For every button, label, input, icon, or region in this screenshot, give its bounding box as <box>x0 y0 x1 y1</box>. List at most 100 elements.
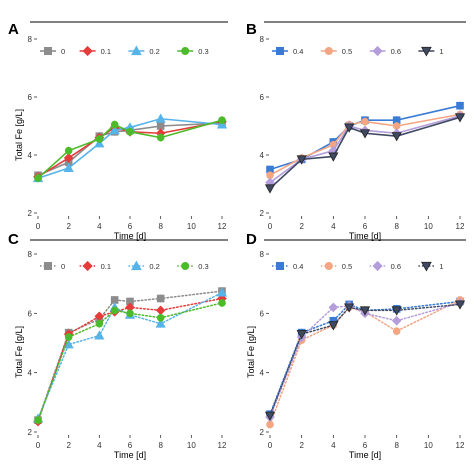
y-tick-label: 6 <box>260 309 265 318</box>
legend-label: 0.5 <box>342 262 352 271</box>
y-tick-label: 4 <box>260 151 265 160</box>
x-tick-label: 0 <box>268 441 273 450</box>
legend-swatch-marker <box>373 262 382 271</box>
y-tick-label: 4 <box>260 369 265 378</box>
x-tick-label: 10 <box>187 441 196 450</box>
data-point <box>157 314 164 321</box>
panel-letter: C <box>8 231 19 248</box>
legend-entry: 0.6 <box>370 47 401 57</box>
x-tick-label: 2 <box>299 441 304 450</box>
x-tick-label: 2 <box>299 222 304 231</box>
x-tick-label: 2 <box>66 222 71 231</box>
y-tick-label: 2 <box>260 209 265 218</box>
x-tick-label: 12 <box>218 222 227 231</box>
legend-label: 0.6 <box>391 262 401 271</box>
legend-label: 0 <box>61 47 65 56</box>
data-point <box>267 172 274 179</box>
x-tick-label: 10 <box>424 441 433 450</box>
legend-swatch-marker <box>373 47 382 56</box>
y-tick-label: 4 <box>28 151 33 160</box>
legend-entry: 1 <box>418 262 443 271</box>
legend-swatch-marker <box>325 47 332 54</box>
x-tick-label: 0 <box>36 222 41 231</box>
y-tick-label: 2 <box>260 428 265 437</box>
data-point <box>157 295 164 302</box>
data-point <box>96 320 103 327</box>
data-point <box>111 121 118 128</box>
x-axis-label: Time [d] <box>114 450 146 460</box>
data-point <box>266 185 275 193</box>
legend-label: 0.1 <box>101 47 111 56</box>
x-tick-label: 12 <box>456 222 465 231</box>
legend-label: 1 <box>439 47 443 56</box>
x-tick-label: 2 <box>66 441 71 450</box>
data-point <box>65 334 72 341</box>
legend-entry: 0.2 <box>128 46 159 56</box>
legend-swatch-marker <box>276 262 283 269</box>
x-tick-label: 4 <box>331 222 336 231</box>
y-tick-label: 6 <box>260 93 265 102</box>
legend-swatch-marker <box>44 47 51 54</box>
legend-entry: 0.4 <box>272 262 303 271</box>
x-tick-label: 12 <box>456 441 465 450</box>
series-1 <box>266 300 465 420</box>
legend-label: 0.4 <box>293 262 303 271</box>
series-line <box>270 301 460 414</box>
y-tick-label: 2 <box>28 428 33 437</box>
panel-letter: D <box>246 231 257 248</box>
y-tick-label: 8 <box>260 250 265 259</box>
legend-label: 0.1 <box>101 262 111 271</box>
data-point <box>362 118 369 125</box>
data-point <box>127 128 134 135</box>
data-point <box>156 306 165 315</box>
x-tick-label: 6 <box>363 441 368 450</box>
x-tick-label: 6 <box>363 222 368 231</box>
panel-letter: B <box>246 21 257 38</box>
x-tick-label: 8 <box>394 441 399 450</box>
legend-swatch-marker <box>182 262 189 269</box>
series-line <box>270 303 460 417</box>
legend-label: 1 <box>439 262 443 271</box>
legend-swatch-marker <box>44 262 51 269</box>
x-tick-label: 0 <box>268 222 273 231</box>
y-tick-label: 6 <box>28 93 33 102</box>
series-line <box>38 303 222 420</box>
legend-label: 0.3 <box>198 262 208 271</box>
x-tick-label: 6 <box>128 222 133 231</box>
data-point <box>219 117 226 124</box>
data-point <box>457 102 464 109</box>
legend-swatch-marker <box>83 262 92 271</box>
legend-entry: 0.4 <box>272 47 303 56</box>
x-tick-label: 8 <box>158 222 163 231</box>
y-axis-label: Total Fe [g/L] <box>246 326 256 378</box>
data-point <box>96 136 103 143</box>
data-point <box>393 328 400 335</box>
legend-entry: 0.6 <box>370 262 401 272</box>
x-tick-label: 4 <box>331 441 336 450</box>
legend-swatch-marker <box>276 47 283 54</box>
data-point <box>392 317 401 326</box>
legend-swatch-marker <box>182 47 189 54</box>
legend-entry: 0.3 <box>177 47 208 56</box>
x-tick-label: 4 <box>97 441 102 450</box>
x-tick-label: 8 <box>394 222 399 231</box>
legend-entry: 0.3 <box>177 262 208 271</box>
legend-label: 0.6 <box>391 47 401 56</box>
legend-entry: 0 <box>40 47 65 56</box>
legend-label: 0.3 <box>198 47 208 56</box>
y-tick-label: 8 <box>28 250 33 259</box>
series-line <box>270 304 460 415</box>
y-tick-label: 6 <box>28 309 33 318</box>
data-point <box>35 417 42 424</box>
x-axis-label: Time [d] <box>349 450 381 460</box>
x-tick-label: 4 <box>97 222 102 231</box>
legend-label: 0.2 <box>149 262 159 271</box>
x-tick-label: 6 <box>128 441 133 450</box>
legend-label: 0 <box>61 262 65 271</box>
data-point <box>219 300 226 307</box>
legend-entry: 0.5 <box>321 47 352 56</box>
legend-swatch-marker <box>83 47 92 56</box>
